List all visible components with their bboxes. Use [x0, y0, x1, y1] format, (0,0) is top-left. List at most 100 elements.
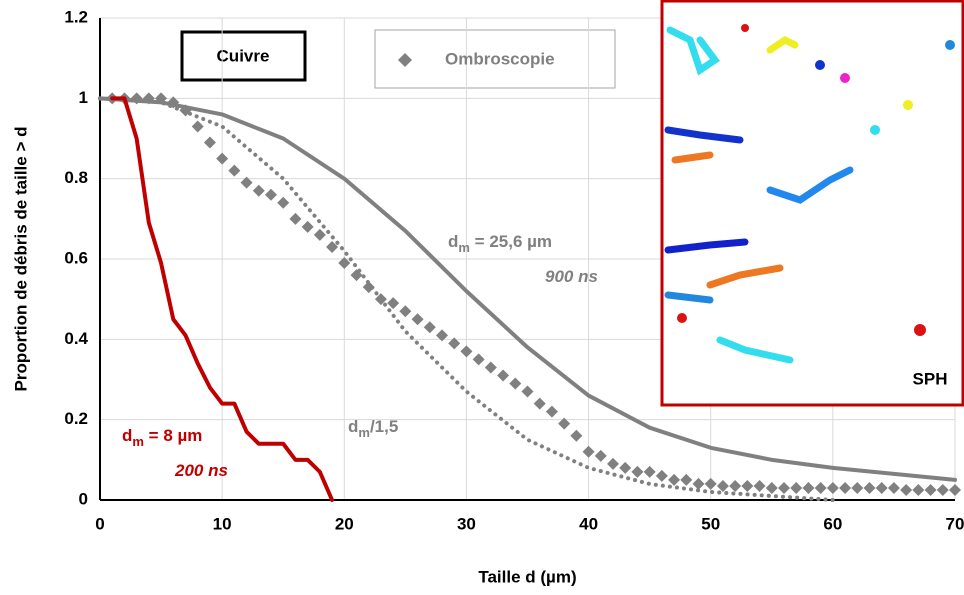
annotation-text: = 8 µm	[144, 426, 202, 445]
line	[98, 96, 835, 502]
annotation-base: d	[348, 417, 358, 436]
marker	[692, 477, 705, 490]
annotation-text: 200 ns	[174, 461, 228, 480]
annotation: 200 ns	[174, 461, 228, 480]
marker	[680, 473, 693, 486]
box-label: Cuivre	[217, 46, 270, 65]
legend	[374, 29, 616, 89]
y-tick-label: 0	[79, 489, 88, 508]
marker	[802, 481, 815, 494]
y-tick-label: 1	[79, 88, 88, 107]
marker	[839, 481, 852, 494]
marker	[216, 152, 229, 165]
marker	[949, 483, 961, 496]
annotation-sub: m	[132, 434, 144, 449]
marker	[545, 405, 558, 418]
annotation-text: /1,5	[370, 417, 398, 436]
marker	[399, 305, 412, 318]
y-tick-label: 0.4	[64, 329, 88, 348]
annotation: dm = 25,6 µm	[448, 232, 552, 255]
inset-image	[664, 24, 955, 364]
marker	[778, 481, 790, 494]
marker	[252, 184, 265, 197]
annotation-base: d	[448, 232, 458, 251]
x-axis-title: Taille d (µm)	[478, 567, 576, 586]
y-tick-label: 0.2	[64, 409, 88, 428]
marker	[582, 445, 595, 458]
marker	[265, 188, 277, 201]
marker	[631, 465, 644, 478]
marker	[203, 136, 216, 149]
marker	[142, 92, 155, 105]
annotation-sub: m	[358, 425, 370, 440]
marker	[924, 483, 937, 496]
marker	[533, 397, 546, 410]
marker	[411, 313, 424, 326]
line	[98, 96, 957, 482]
line	[110, 96, 335, 502]
inset: SPH	[660, 0, 964, 407]
marker	[509, 377, 522, 390]
marker	[374, 293, 387, 306]
x-tick-label: 60	[823, 514, 842, 533]
y-tick-label: 0.6	[64, 248, 88, 267]
marker	[570, 429, 583, 442]
y-tick-label: 1.2	[64, 7, 88, 26]
marker	[277, 196, 290, 209]
inset-label: SPH	[913, 369, 948, 388]
marker	[863, 481, 876, 494]
marker	[887, 481, 900, 494]
marker	[765, 481, 778, 494]
marker	[362, 281, 375, 294]
marker	[643, 465, 656, 478]
annotation-base: d	[122, 426, 132, 445]
marker	[167, 96, 180, 109]
marker	[936, 483, 949, 496]
marker	[240, 176, 253, 189]
annotation: dm = 8 µm	[122, 426, 202, 449]
x-tick-label: 20	[335, 514, 354, 533]
marker	[900, 483, 913, 496]
marker	[326, 240, 339, 253]
marker	[179, 104, 192, 117]
marker	[423, 321, 436, 334]
annotation: dm/1,5	[348, 417, 398, 440]
marker	[289, 212, 302, 225]
x-tick-label: 40	[579, 514, 598, 533]
legend-label: Ombroscopie	[445, 49, 555, 68]
marker	[350, 269, 363, 282]
annotation-text: = 25,6 µm	[470, 232, 552, 251]
marker	[753, 479, 766, 492]
marker	[155, 92, 168, 105]
marker	[741, 479, 754, 492]
marker	[228, 164, 241, 177]
x-tick-label: 50	[701, 514, 720, 533]
y-tick-label: 0.8	[64, 168, 88, 187]
marker	[594, 449, 607, 462]
annotation: 900 ns	[545, 267, 598, 286]
annotation-text: 900 ns	[545, 267, 598, 286]
marker	[912, 483, 925, 496]
marker	[130, 92, 143, 105]
marker	[338, 257, 351, 270]
marker	[558, 417, 571, 430]
marker	[472, 353, 485, 366]
marker	[448, 337, 461, 350]
marker	[875, 481, 888, 494]
marker	[668, 473, 681, 486]
marker	[729, 479, 742, 492]
marker	[497, 369, 510, 382]
marker	[607, 457, 619, 470]
marker	[460, 345, 473, 358]
marker	[814, 481, 827, 494]
annotation-sub: m	[458, 240, 470, 255]
x-tick-label: 10	[213, 514, 232, 533]
marker	[655, 469, 668, 482]
x-tick-label: 0	[95, 514, 104, 533]
marker	[436, 329, 448, 342]
marker	[387, 297, 400, 310]
marker	[790, 481, 803, 494]
marker	[521, 385, 534, 398]
legend-marker	[398, 53, 412, 67]
